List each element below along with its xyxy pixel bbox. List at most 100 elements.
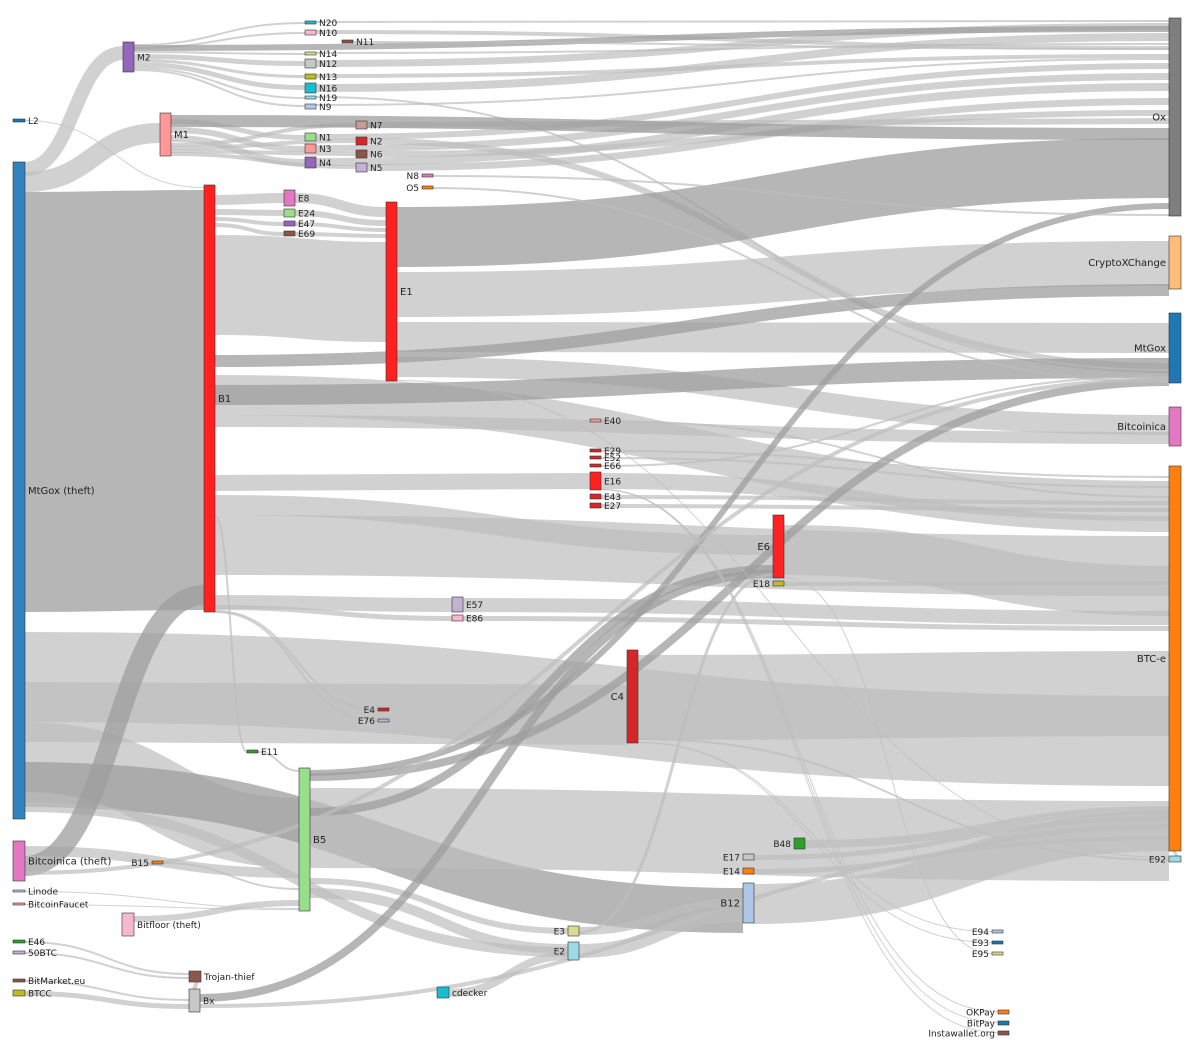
flow-N16-to-Ox: [315, 33, 1170, 92]
node-e18[interactable]: [772, 580, 785, 587]
flow-E24-to-E1: [294, 210, 387, 226]
flow-MtGoxTheft-to-E2: [24, 802, 569, 957]
node-e52[interactable]: [589, 455, 602, 460]
flow-E43-to-BTCe: [600, 495, 1170, 505]
node-n4[interactable]: [304, 156, 317, 169]
node-e69[interactable]: [283, 230, 296, 237]
node-b15[interactable]: [151, 860, 164, 865]
node-cdecker[interactable]: [436, 986, 450, 999]
node-n10[interactable]: [304, 29, 317, 36]
node-okpay[interactable]: [997, 1009, 1010, 1015]
node-n11[interactable]: [341, 39, 354, 44]
flow-M2-to-Ox: [133, 26, 1170, 51]
node-e6[interactable]: [772, 514, 785, 579]
node-mtgoxtheft[interactable]: [12, 161, 26, 820]
node-bx[interactable]: [188, 988, 201, 1013]
node-e92[interactable]: [1168, 855, 1182, 863]
flow-B1-to-E4: [214, 610, 379, 711]
flow-50BTC-to-TrojanThief: [24, 952, 190, 979]
label-n14: N14: [319, 50, 337, 60]
node-btce[interactable]: [1168, 465, 1182, 852]
node-e76[interactable]: [377, 718, 390, 723]
label-n8: N8: [407, 172, 420, 182]
node-n12[interactable]: [304, 58, 317, 69]
node-trojanthief[interactable]: [188, 970, 202, 983]
node-n9[interactable]: [304, 103, 317, 110]
node-n7[interactable]: [355, 120, 368, 130]
node-c4[interactable]: [626, 649, 639, 744]
node-btcc[interactable]: [12, 989, 26, 997]
node-e40[interactable]: [589, 418, 602, 423]
node-e29[interactable]: [589, 448, 602, 453]
node-e4[interactable]: [377, 707, 390, 712]
node-n16[interactable]: [304, 82, 317, 94]
node-e8[interactable]: [283, 189, 296, 207]
node-m1[interactable]: [159, 112, 172, 157]
node-e43[interactable]: [589, 493, 602, 500]
node-n19[interactable]: [304, 95, 317, 100]
node-e14[interactable]: [742, 867, 755, 875]
node-n20[interactable]: [304, 20, 317, 25]
label-e6: E6: [757, 542, 770, 553]
node-e57[interactable]: [451, 596, 464, 613]
node-e47[interactable]: [283, 220, 296, 227]
node-linode[interactable]: [12, 889, 26, 893]
label-e27: E27: [604, 502, 621, 512]
node-n6[interactable]: [355, 149, 368, 159]
flow-B1-to-E24: [214, 209, 285, 216]
node-50btc[interactable]: [12, 950, 26, 955]
node-e86[interactable]: [451, 614, 464, 622]
node-n14[interactable]: [304, 51, 317, 56]
node-bitcoinicatheft[interactable]: [12, 840, 26, 882]
label-e1: E1: [400, 287, 413, 298]
node-e24[interactable]: [283, 208, 296, 218]
node-e27[interactable]: [589, 502, 602, 509]
node-b1[interactable]: [203, 184, 216, 613]
node-e94[interactable]: [991, 929, 1004, 934]
node-n2[interactable]: [355, 136, 368, 146]
node-e95[interactable]: [991, 951, 1004, 956]
label-btce: BTC-e: [1137, 654, 1166, 665]
node-e17[interactable]: [742, 853, 755, 861]
node-e93[interactable]: [991, 940, 1004, 945]
node-b48[interactable]: [793, 837, 806, 850]
node-e2[interactable]: [567, 941, 580, 961]
node-e3[interactable]: [567, 925, 580, 937]
flow-Bx-to-E6: [199, 570, 774, 1002]
node-mtgox[interactable]: [1168, 312, 1182, 384]
node-m2[interactable]: [122, 41, 135, 73]
node-n1[interactable]: [304, 132, 317, 142]
node-e66[interactable]: [589, 463, 602, 468]
label-n4: N4: [319, 159, 332, 169]
node-l2[interactable]: [12, 118, 26, 123]
flow-B15-to-B5: [162, 862, 300, 890]
label-okpay: OKPay: [966, 1009, 996, 1019]
node-n8[interactable]: [421, 173, 434, 178]
node-instawallet[interactable]: [997, 1030, 1010, 1036]
node-n3[interactable]: [304, 143, 317, 154]
node-e1[interactable]: [385, 201, 398, 382]
node-bitfloortheft[interactable]: [121, 912, 135, 937]
node-n5[interactable]: [355, 162, 368, 173]
node-bitpay[interactable]: [997, 1020, 1010, 1026]
node-ox[interactable]: [1168, 17, 1182, 217]
label-e4: E4: [364, 706, 376, 716]
node-b5[interactable]: [298, 767, 311, 912]
label-e18: E18: [753, 580, 770, 590]
flow-M2-to-N16: [133, 62, 306, 90]
flow-BTCC-to-Bx: [24, 991, 190, 1009]
label-e8: E8: [298, 195, 310, 205]
node-e11[interactable]: [246, 749, 259, 754]
node-b12[interactable]: [742, 882, 755, 924]
node-bitcoinica[interactable]: [1168, 406, 1182, 447]
label-bitcoinfaucet: BitcoinFaucet: [28, 901, 89, 911]
node-n13[interactable]: [304, 73, 317, 80]
node-e46[interactable]: [12, 939, 26, 944]
flow-BitcoinicaTheft-to-B1: [23, 585, 206, 876]
node-bitmarket[interactable]: [12, 978, 26, 983]
node-cryptoxchange[interactable]: [1168, 235, 1182, 290]
node-o5[interactable]: [421, 185, 434, 190]
node-e16[interactable]: [589, 471, 602, 491]
node-bitcoinfaucet[interactable]: [12, 902, 26, 906]
label-n6: N6: [370, 151, 383, 161]
